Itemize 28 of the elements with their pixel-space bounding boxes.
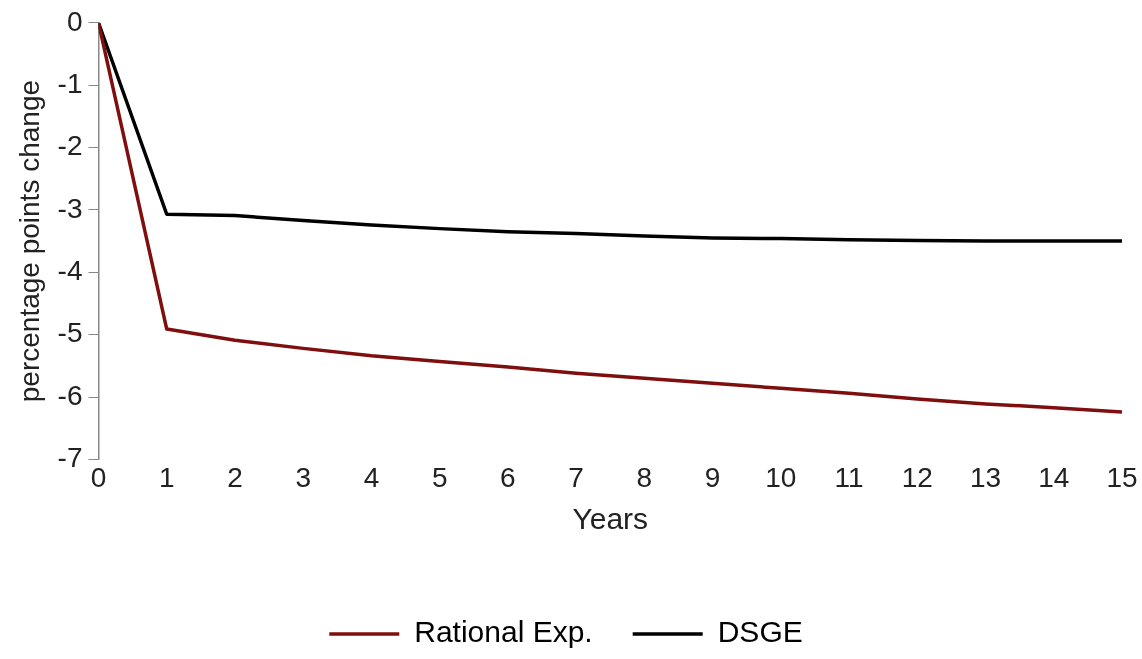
x-tick-label: 2: [227, 461, 243, 493]
legend-label: DSGE: [717, 615, 803, 649]
x-tick-label: 5: [431, 461, 448, 493]
y-tick-label: -4: [57, 255, 83, 286]
y-tick-label: -3: [57, 192, 83, 224]
x-tick-label: 3: [295, 461, 311, 493]
x-tick-label: 13: [969, 461, 1002, 493]
x-tick-label: 15: [1106, 461, 1138, 493]
y-tick-label: -7: [57, 442, 83, 474]
y-tick-label: -1: [57, 67, 83, 99]
x-tick-label: 9: [704, 461, 721, 493]
legend-label: Rational Exp.: [414, 615, 593, 649]
x-tick-label: 14: [1038, 461, 1070, 493]
x-tick-label: 6: [500, 461, 516, 493]
x-tick-label: 1: [158, 461, 175, 493]
x-tick-label: 4: [363, 461, 380, 493]
x-tick-label: 7: [568, 461, 584, 493]
x-tick-label: 10: [765, 461, 797, 493]
y-tick-label: -2: [57, 130, 83, 162]
x-tick-label: 11: [834, 461, 864, 493]
y-tick-label: 0: [66, 5, 83, 37]
x-tick-label: 0: [90, 461, 107, 493]
x-tick-label: 12: [901, 461, 933, 493]
y-tick-label: -6: [57, 379, 83, 411]
x-tick-label: 8: [636, 461, 653, 493]
y-tick-label: -5: [57, 317, 83, 349]
x-axis-title: Years: [572, 502, 649, 536]
y-axis-title: percentage points change: [13, 79, 45, 403]
